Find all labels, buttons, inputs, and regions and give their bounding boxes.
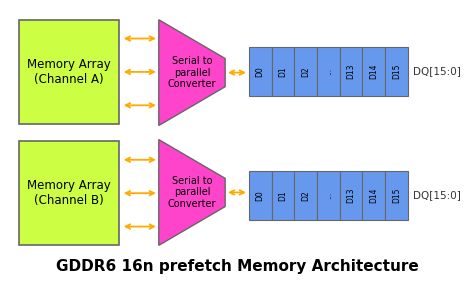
FancyBboxPatch shape <box>19 141 118 245</box>
Text: D14: D14 <box>369 63 378 79</box>
FancyBboxPatch shape <box>362 171 385 220</box>
Text: GDDR6 16n prefetch Memory Architecture: GDDR6 16n prefetch Memory Architecture <box>55 259 419 274</box>
Text: D15: D15 <box>392 188 401 203</box>
Text: ...: ... <box>324 68 333 75</box>
FancyBboxPatch shape <box>249 171 272 220</box>
Polygon shape <box>159 140 225 245</box>
Text: DQ[15:0]: DQ[15:0] <box>413 66 461 76</box>
FancyBboxPatch shape <box>19 20 118 124</box>
Text: D0: D0 <box>255 66 264 77</box>
FancyBboxPatch shape <box>362 47 385 96</box>
Text: Serial to
parallel
Converter: Serial to parallel Converter <box>168 176 216 209</box>
Text: D1: D1 <box>278 66 287 76</box>
Text: D2: D2 <box>301 190 310 201</box>
Text: D1: D1 <box>278 190 287 201</box>
FancyBboxPatch shape <box>272 47 294 96</box>
FancyBboxPatch shape <box>294 171 317 220</box>
FancyBboxPatch shape <box>385 171 408 220</box>
Text: Memory Array
(Channel A): Memory Array (Channel A) <box>27 58 110 86</box>
FancyBboxPatch shape <box>294 47 317 96</box>
FancyBboxPatch shape <box>339 171 362 220</box>
FancyBboxPatch shape <box>339 47 362 96</box>
FancyBboxPatch shape <box>317 47 339 96</box>
FancyBboxPatch shape <box>249 47 272 96</box>
Text: Serial to
parallel
Converter: Serial to parallel Converter <box>168 56 216 89</box>
FancyBboxPatch shape <box>272 171 294 220</box>
Text: ...: ... <box>324 192 333 199</box>
Polygon shape <box>159 20 225 125</box>
Text: D13: D13 <box>346 63 356 79</box>
Text: D2: D2 <box>301 66 310 76</box>
Text: D13: D13 <box>346 188 356 203</box>
FancyBboxPatch shape <box>317 171 339 220</box>
FancyBboxPatch shape <box>385 47 408 96</box>
Text: D0: D0 <box>255 190 264 201</box>
Text: Memory Array
(Channel B): Memory Array (Channel B) <box>27 179 110 207</box>
Text: D14: D14 <box>369 188 378 203</box>
Text: D15: D15 <box>392 63 401 79</box>
Text: DQ[15:0]: DQ[15:0] <box>413 190 461 200</box>
